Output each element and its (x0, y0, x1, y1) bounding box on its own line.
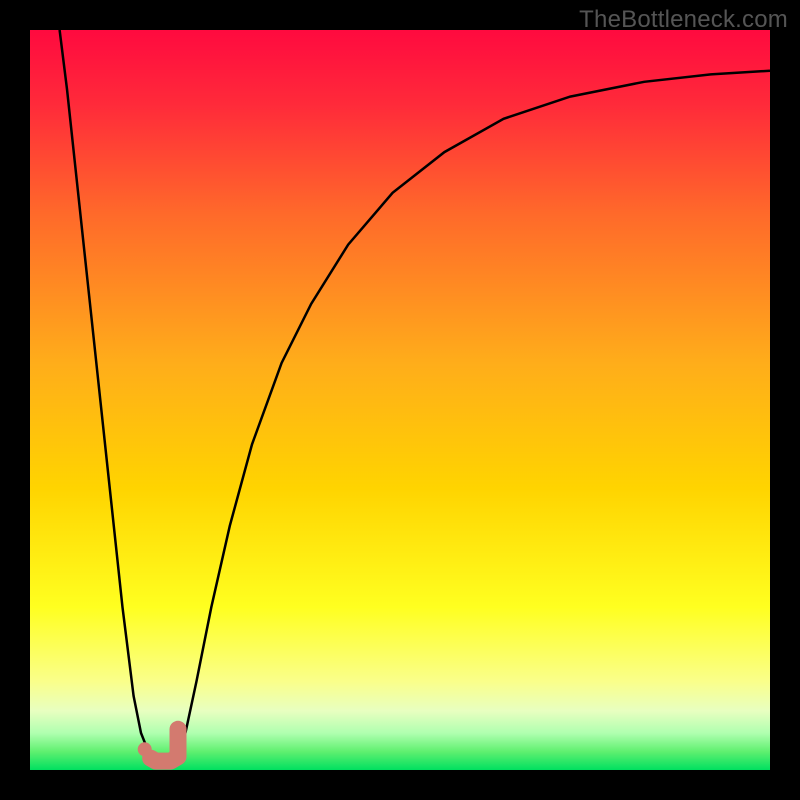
plot-area (30, 30, 770, 770)
bottleneck-chart (0, 0, 800, 800)
watermark-text: TheBottleneck.com (579, 6, 788, 34)
chart-container: TheBottleneck.com (0, 0, 800, 800)
gradient-background (30, 30, 770, 770)
optimal-mark-dot (138, 742, 152, 756)
